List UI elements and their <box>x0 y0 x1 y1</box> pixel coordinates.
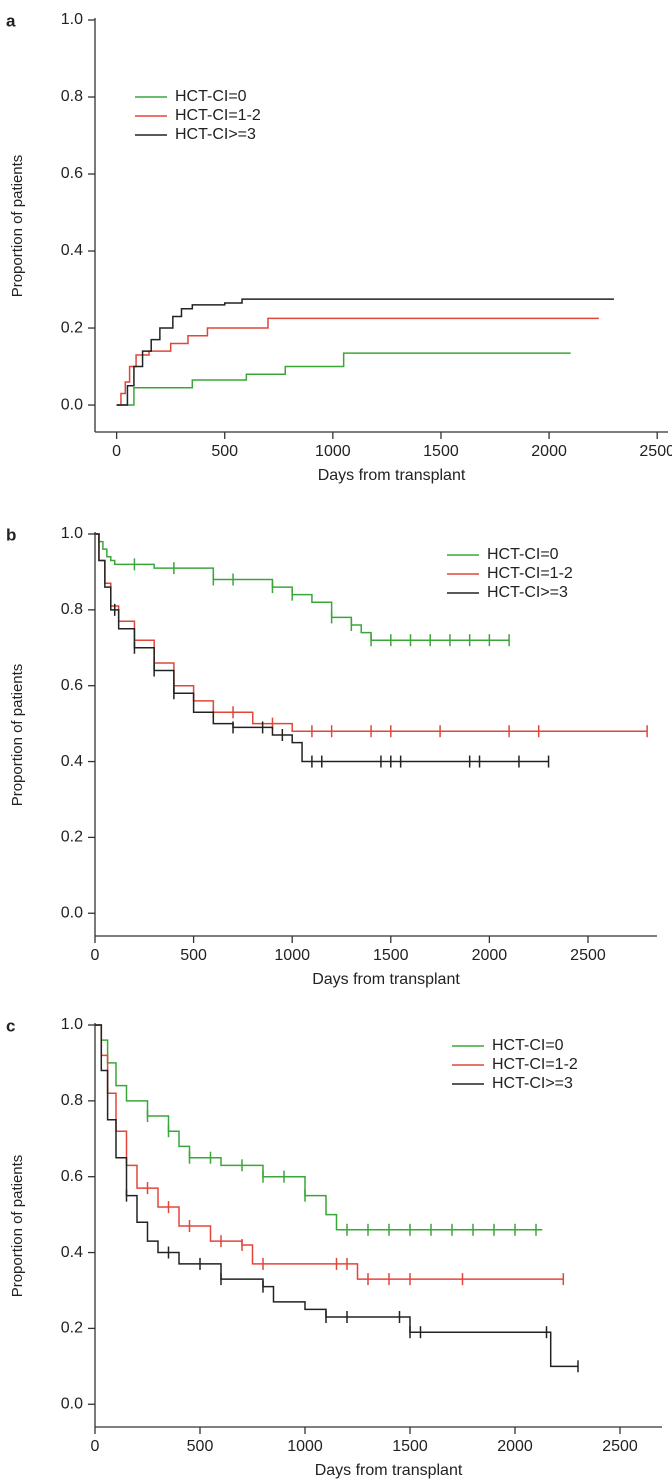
y-tick-label: 0.0 <box>61 904 83 921</box>
x-axis-label: Days from transplant <box>312 971 460 988</box>
x-tick-label: 0 <box>91 1438 100 1455</box>
y-tick-label: 0.6 <box>61 165 83 182</box>
legend-label: HCT-CI=1-2 <box>487 565 573 582</box>
panel: b 0.0 0.2 0.4 0.6 0.8 1.0 0 500 1000 1500 2000 2500 D… <box>6 525 657 988</box>
x-axis-label: Days from transplant <box>315 1462 463 1479</box>
x-tick-label: 1000 <box>315 443 351 460</box>
legend-label: HCT-CI=1-2 <box>175 107 261 124</box>
legend-label: HCT-CI>=3 <box>487 584 568 601</box>
survival-curve <box>95 533 510 641</box>
y-tick-label: 0.4 <box>61 753 83 770</box>
x-tick-label: 1500 <box>423 443 459 460</box>
y-tick-label: 0.4 <box>61 242 83 259</box>
y-tick-label: 1.0 <box>61 11 83 28</box>
panel: c 0.0 0.2 0.4 0.6 0.8 1.0 0 500 1000 1500 2000 2500 D… <box>6 1016 662 1479</box>
x-tick-label: 0 <box>91 947 100 964</box>
x-tick-label: 1000 <box>274 947 310 964</box>
x-axis-label: Days from transplant <box>318 467 466 484</box>
y-tick-label: 0.8 <box>61 601 83 618</box>
survival-curve <box>116 352 571 406</box>
y-tick-label: 0.6 <box>61 1168 83 1185</box>
x-tick-label: 1000 <box>287 1438 323 1455</box>
x-tick-label: 2500 <box>602 1438 638 1455</box>
y-tick-label: 1.0 <box>61 1016 83 1033</box>
x-tick-label: 500 <box>180 947 207 964</box>
y-tick-label: 0.2 <box>61 319 83 336</box>
x-tick-label: 500 <box>211 443 238 460</box>
x-tick-label: 2500 <box>639 443 672 460</box>
legend-label: HCT-CI=0 <box>175 88 247 105</box>
legend-label: HCT-CI>=3 <box>492 1075 573 1092</box>
y-tick-label: 0.6 <box>61 677 83 694</box>
survival-curve <box>116 298 614 406</box>
survival-curve <box>116 317 599 406</box>
y-axis-label: Proportion of patients <box>9 155 26 298</box>
legend-label: HCT-CI=1-2 <box>492 1056 578 1073</box>
x-tick-label: 2000 <box>497 1438 533 1455</box>
y-tick-label: 0.0 <box>61 396 83 413</box>
x-tick-label: 1500 <box>392 1438 428 1455</box>
legend-label: HCT-CI>=3 <box>175 126 256 143</box>
legend-label: HCT-CI=0 <box>487 546 559 563</box>
survival-curve <box>95 1024 543 1231</box>
y-axis-label: Proportion of patients <box>9 1155 26 1298</box>
y-tick-label: 0.8 <box>61 1092 83 1109</box>
x-tick-label: 500 <box>187 1438 214 1455</box>
panel-label: a <box>6 11 16 30</box>
panel: a 0.0 0.2 0.4 0.6 0.8 1.0 0 500 1000 1500 2000 2500 D… <box>6 11 672 484</box>
x-tick-label: 2000 <box>531 443 567 460</box>
y-tick-label: 0.0 <box>61 1395 83 1412</box>
y-axis-label: Proportion of patients <box>9 664 26 807</box>
y-tick-label: 0.2 <box>61 829 83 846</box>
panel-label: c <box>6 1016 15 1035</box>
panel-label: b <box>6 525 16 544</box>
y-tick-label: 0.2 <box>61 1320 83 1337</box>
y-tick-label: 1.0 <box>61 525 83 542</box>
x-tick-label: 0 <box>112 443 121 460</box>
y-tick-label: 0.8 <box>61 88 83 105</box>
legend-label: HCT-CI=0 <box>492 1037 564 1054</box>
x-tick-label: 1500 <box>373 947 409 964</box>
y-tick-label: 0.4 <box>61 1244 83 1261</box>
x-tick-label: 2500 <box>570 947 606 964</box>
x-tick-label: 2000 <box>472 947 508 964</box>
